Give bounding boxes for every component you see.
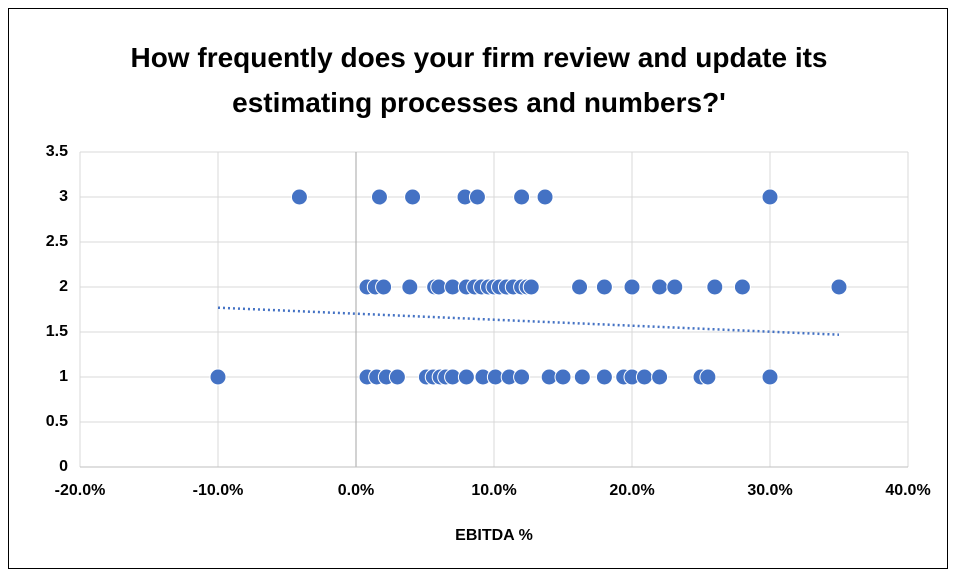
x-axis-label: EBITDA % — [455, 527, 533, 544]
y-tick-label: 0.5 — [46, 413, 68, 430]
point — [651, 278, 669, 296]
y-tick-label: 1 — [59, 368, 68, 385]
point — [666, 278, 684, 296]
point — [571, 278, 589, 296]
point — [699, 368, 717, 386]
y-tick-label: 2.5 — [46, 233, 68, 250]
x-tick-label: -10.0% — [193, 482, 244, 499]
point — [706, 278, 724, 296]
trendline — [217, 306, 840, 336]
point — [554, 368, 572, 386]
y-tick-label: 0 — [59, 458, 68, 475]
y-tick-label: 3.5 — [46, 143, 68, 160]
point — [370, 188, 388, 206]
point — [761, 368, 779, 386]
x-tick-label: 30.0% — [747, 482, 792, 499]
point — [595, 278, 613, 296]
x-tick-label: 10.0% — [471, 482, 516, 499]
point — [290, 188, 308, 206]
point — [595, 368, 613, 386]
chart-frame — [8, 8, 948, 569]
point — [513, 368, 531, 386]
point — [761, 188, 779, 206]
point — [513, 188, 531, 206]
point — [573, 368, 591, 386]
y-tick-label: 1.5 — [46, 323, 68, 340]
x-tick-label: -20.0% — [55, 482, 106, 499]
x-tick-label: 20.0% — [609, 482, 654, 499]
point — [209, 368, 227, 386]
point — [522, 278, 540, 296]
point — [457, 368, 475, 386]
point — [468, 188, 486, 206]
point — [830, 278, 848, 296]
point — [733, 278, 751, 296]
point — [404, 188, 422, 206]
point — [388, 368, 406, 386]
point — [375, 278, 393, 296]
point — [401, 278, 419, 296]
point — [623, 278, 641, 296]
x-tick-label: 40.0% — [885, 482, 930, 499]
point — [536, 188, 554, 206]
y-tick-label: 3 — [59, 188, 68, 205]
point — [651, 368, 669, 386]
point — [635, 368, 653, 386]
chart-title: How frequently does your firm review and… — [130, 42, 828, 118]
x-tick-label: 0.0% — [338, 482, 374, 499]
y-tick-label: 2 — [59, 278, 68, 295]
